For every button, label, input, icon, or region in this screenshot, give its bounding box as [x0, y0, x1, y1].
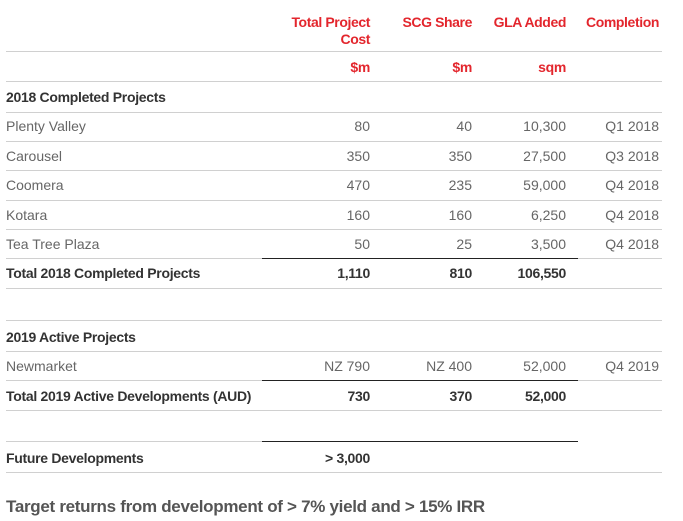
completion-value: Q4 2018	[605, 207, 659, 223]
header-total-project-cost: Total Project Cost	[291, 14, 370, 47]
row-divider	[6, 410, 662, 411]
total-2019-cost: 730	[347, 388, 371, 404]
future-developments-label: Future Developments	[6, 450, 144, 466]
scg-share-value: 160	[448, 207, 472, 223]
total-rule	[262, 258, 578, 259]
section-heading-2019-active: 2019 Active Projects	[6, 329, 136, 345]
scg-share-value: NZ 400	[426, 358, 472, 374]
units-divider	[6, 81, 662, 82]
completion-value: Q4 2018	[605, 177, 659, 193]
gla-added-value: 52,000	[523, 358, 566, 374]
completion-value: Q1 2018	[605, 118, 659, 134]
total-2018-gla: 106,550	[517, 265, 566, 281]
unit-gla-added: sqm	[538, 59, 566, 75]
project-cost-value: 80	[354, 118, 370, 134]
scg-share-value: 235	[448, 177, 472, 193]
row-divider	[6, 258, 262, 259]
header-completion: Completion	[586, 14, 659, 30]
total-2018-label: Total 2018 Completed Projects	[6, 265, 201, 281]
completion-value: Q3 2018	[605, 148, 659, 164]
gla-added-value: 3,500	[530, 236, 566, 252]
total-2019-label: Total 2019 Active Developments (AUD)	[6, 388, 252, 404]
gla-added-value: 59,000	[523, 177, 566, 193]
total-2019-gla: 52,000	[524, 388, 566, 404]
project-cost-value: 50	[354, 236, 370, 252]
header-scg-share: SCG Share	[402, 14, 472, 30]
header-gla-added: GLA Added	[493, 14, 567, 30]
total-rule	[262, 380, 578, 381]
total-rule	[262, 441, 578, 442]
project-name: Carousel	[6, 148, 63, 164]
row-divider	[6, 170, 662, 171]
row-divider	[6, 288, 662, 289]
row-divider	[6, 141, 662, 142]
unit-scg-share: $m	[452, 59, 472, 75]
unit-project-cost: $m	[350, 59, 370, 75]
total-2018-share: 810	[449, 265, 473, 281]
total-2018-cost: 1,110	[337, 265, 370, 281]
project-cost-value: NZ 790	[324, 358, 370, 374]
project-name: Coomera	[6, 177, 64, 193]
row-divider	[6, 200, 662, 201]
completion-value: Q4 2019	[605, 358, 659, 374]
completion-value: Q4 2018	[605, 236, 659, 252]
scg-share-value: 25	[456, 236, 472, 252]
gla-added-value: 27,500	[523, 148, 566, 164]
section-heading-2018-completed: 2018 Completed Projects	[6, 89, 166, 105]
scg-share-value: 350	[448, 148, 472, 164]
row-divider	[578, 380, 662, 381]
scg-share-value: 40	[456, 118, 472, 134]
header-divider	[6, 51, 662, 52]
row-divider	[6, 351, 662, 352]
row-divider	[6, 472, 662, 473]
row-divider	[6, 441, 262, 442]
target-returns-statement: Target returns from development of > 7% …	[6, 497, 485, 516]
total-2019-share: 370	[449, 388, 473, 404]
section-divider	[6, 320, 662, 321]
project-cost-value: 470	[346, 177, 370, 193]
project-name: Newmarket	[6, 358, 77, 374]
gla-added-value: 10,300	[523, 118, 566, 134]
gla-added-value: 6,250	[530, 207, 566, 223]
row-divider	[578, 258, 662, 259]
row-divider	[6, 380, 262, 381]
project-name: Plenty Valley	[6, 118, 86, 134]
future-developments-cost: > 3,000	[325, 450, 370, 466]
project-name: Tea Tree Plaza	[6, 236, 100, 252]
project-cost-value: 160	[346, 207, 370, 223]
row-divider	[6, 112, 662, 113]
project-name: Kotara	[6, 207, 48, 223]
row-divider	[6, 229, 662, 230]
project-cost-value: 350	[346, 148, 370, 164]
